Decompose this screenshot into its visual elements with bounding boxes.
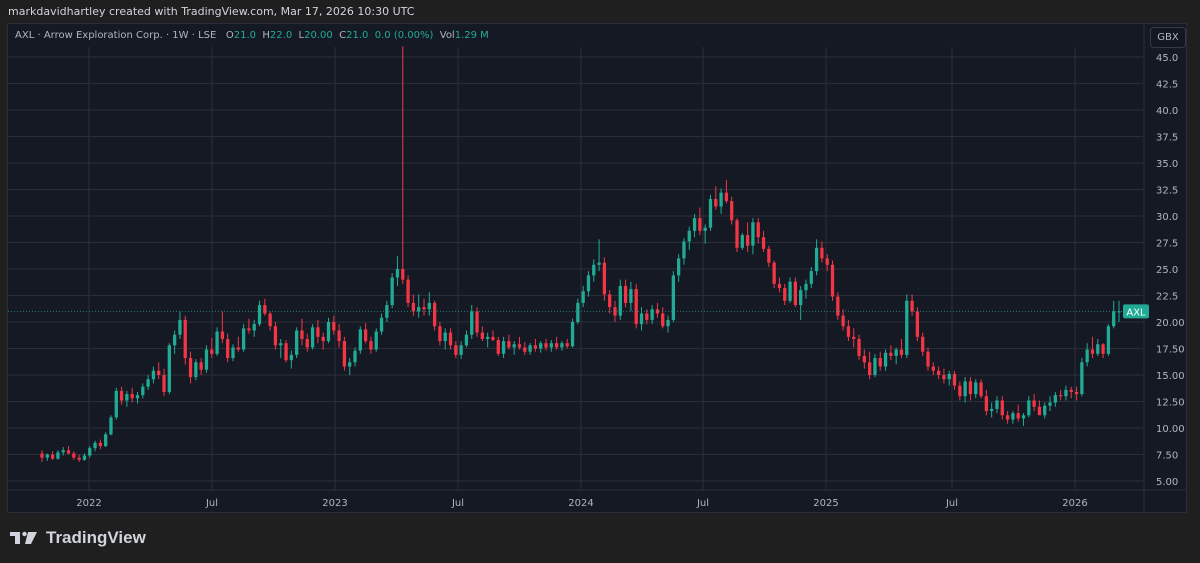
legend-low-label: L [298,30,305,41]
time-tick-label: 2025 [813,498,838,509]
legend-open: 21.0 [233,30,257,41]
price-tick-label: 30.0 [1156,212,1178,223]
legend-change: 0.0 (0.00%) [374,30,434,41]
price-tick-label: 25.0 [1156,265,1178,276]
legend-high-label: H [262,30,270,41]
price-tick-label: 27.5 [1156,239,1178,250]
last-price-tag [1123,304,1149,319]
price-tick-label: 42.5 [1156,80,1178,91]
price-tick-label: 22.5 [1156,292,1178,303]
legend-volume-label: Vol [439,30,455,41]
legend-close: 21.0 [346,30,369,41]
time-tick-label: 2022 [76,498,101,509]
price-tick-label: 37.5 [1156,133,1178,144]
tradingview-logo[interactable]: TradingView [10,528,146,548]
price-tick-label: 35.0 [1156,159,1178,170]
price-tick-label: 5.00 [1156,477,1178,488]
chart-pane[interactable] [7,23,1187,513]
chart-attribution: markdavidhartley created with TradingVie… [8,5,415,18]
legend-interval[interactable]: 1W [172,30,189,41]
time-tick-label: 2024 [568,498,593,509]
tradingview-logo-icon [10,531,37,544]
time-tick-label: Jul [205,498,218,509]
time-tick-label: 2023 [322,498,347,509]
price-tick-label: 32.5 [1156,186,1178,197]
legend-symbol[interactable]: AXL [15,30,35,41]
time-tick-label: Jul [945,498,958,509]
price-tick-label: 40.0 [1156,106,1178,117]
candles [40,46,1121,462]
price-tick-label: 20.00 [1156,318,1185,329]
legend-close-label: C [339,30,347,41]
legend-low: 20.00 [304,30,333,41]
legend-volume: 1.29 M [454,30,489,41]
price-tick-label: 15.00 [1156,371,1185,382]
time-tick-label: Jul [696,498,709,509]
symbol-legend: AXL · Arrow Exploration Corp. · 1W · LSE… [15,30,489,41]
price-tick-label: 12.50 [1156,398,1185,409]
last-price-tag-label: AXL [1126,307,1146,318]
legend-open-label: O [225,30,234,41]
price-tick-label: 7.50 [1156,451,1178,462]
price-tick-label: 45.0 [1156,53,1178,64]
legend-name: Arrow Exploration Corp. [43,30,163,41]
currency-button[interactable]: GBX [1150,27,1186,48]
time-tick-label: Jul [451,498,464,509]
tradingview-logo-text: TradingView [46,528,146,547]
legend-high: 22.0 [269,30,293,41]
price-tick-label: 17.50 [1156,345,1185,356]
time-tick-label: 2026 [1062,498,1087,509]
legend-exchange: LSE [198,30,217,41]
price-tick-label: 10.00 [1156,424,1185,435]
